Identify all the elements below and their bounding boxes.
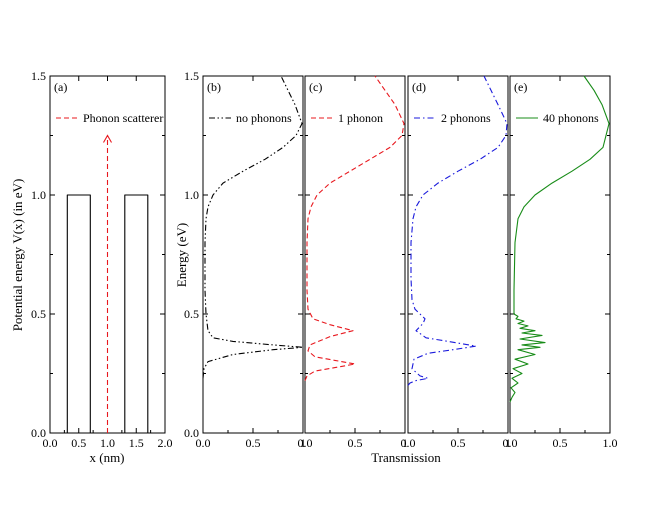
y-axis-label-a: Potential energy V(x) (in eV) xyxy=(10,179,25,332)
x-tick-label-c: 0.0 xyxy=(298,436,313,450)
legend-label-a: Phonon scatterer xyxy=(83,111,163,125)
y-tick-label-b: 1.5 xyxy=(184,69,199,83)
x-tick-label-d: 1 xyxy=(505,436,511,450)
legend-label-d: 2 phonons xyxy=(441,111,491,125)
x-tick-label-e: 0.5 xyxy=(553,436,568,450)
y-tick-label-a: 0.5 xyxy=(31,307,46,321)
panel-label-e: (e) xyxy=(514,80,527,94)
x-tick-label-c: 1 xyxy=(402,436,408,450)
panel-e: 0.0 0.5 1.0 (e) 40 phonons xyxy=(503,75,618,450)
x-tick-label-d: 0.0 xyxy=(401,436,416,450)
plot-frame-e xyxy=(509,75,611,434)
x-tick-label-b: 0.5 xyxy=(246,436,261,450)
x-tick-label-e: 0.0 xyxy=(503,436,518,450)
x-tick-label-a: 0.5 xyxy=(71,436,86,450)
y-tick-label-b: 0.0 xyxy=(184,426,199,440)
x-tick-label-d: 0.5 xyxy=(451,436,466,450)
series-line-b-0 xyxy=(202,75,304,379)
y-tick-label-b: 0.5 xyxy=(184,307,199,321)
y-tick-label-a: 0.0 xyxy=(31,426,46,440)
panel-label-c: (c) xyxy=(309,80,322,94)
legend-label-c: 1 phonon xyxy=(338,111,383,125)
y-axis-label-b: Energy (eV) xyxy=(174,223,189,287)
panel-c: 0.0 0.5 1 (c) 1 phonon xyxy=(298,75,408,450)
legend-label-b: no phonons xyxy=(236,111,292,125)
series-line-d-0 xyxy=(407,75,508,386)
x-tick-label-a: 0.0 xyxy=(43,436,58,450)
x-tick-label-a: 1.0 xyxy=(100,436,115,450)
legend-label-e: 40 phonons xyxy=(543,111,599,125)
y-tick-label-a: 1.0 xyxy=(31,188,46,202)
x-tick-label-e: 1.0 xyxy=(603,436,618,450)
x-tick-label-b: 0.0 xyxy=(196,436,211,450)
shared-x-axis-label: Transmission xyxy=(371,450,441,465)
panel-label-b: (b) xyxy=(207,80,221,94)
plot-frame-c xyxy=(304,75,406,434)
y-tick-label-b: 1.0 xyxy=(184,188,199,202)
phonon-arrow-head xyxy=(103,134,112,143)
panel-label-a: (a) xyxy=(54,80,67,94)
panel-d: 0.0 0.5 1 (d) 2 phonons xyxy=(401,75,511,450)
panel-a: 0.0 0.5 1.0 1.5 2.0 0.0 0.5 1.0 1.5 (a) Phonon sca… xyxy=(31,69,173,450)
plot-frame-b xyxy=(202,75,304,434)
x-tick-label-c: 0.5 xyxy=(348,436,363,450)
series-line-a-0 xyxy=(66,194,149,434)
x-tick-label-a: 1.5 xyxy=(129,436,144,450)
panel-b: 0.0 0.5 1 0.0 0.5 1.0 1.5 (b) no phonons xyxy=(184,69,306,450)
series-line-e-0 xyxy=(509,75,610,403)
series-line-c-0 xyxy=(304,75,405,381)
x-tick-label-b: 1 xyxy=(300,436,306,450)
x-axis-label-a: x (nm) xyxy=(89,450,124,465)
y-tick-label-a: 1.5 xyxy=(31,69,46,83)
panel-label-d: (d) xyxy=(412,80,426,94)
x-tick-label-a: 2.0 xyxy=(158,436,173,450)
